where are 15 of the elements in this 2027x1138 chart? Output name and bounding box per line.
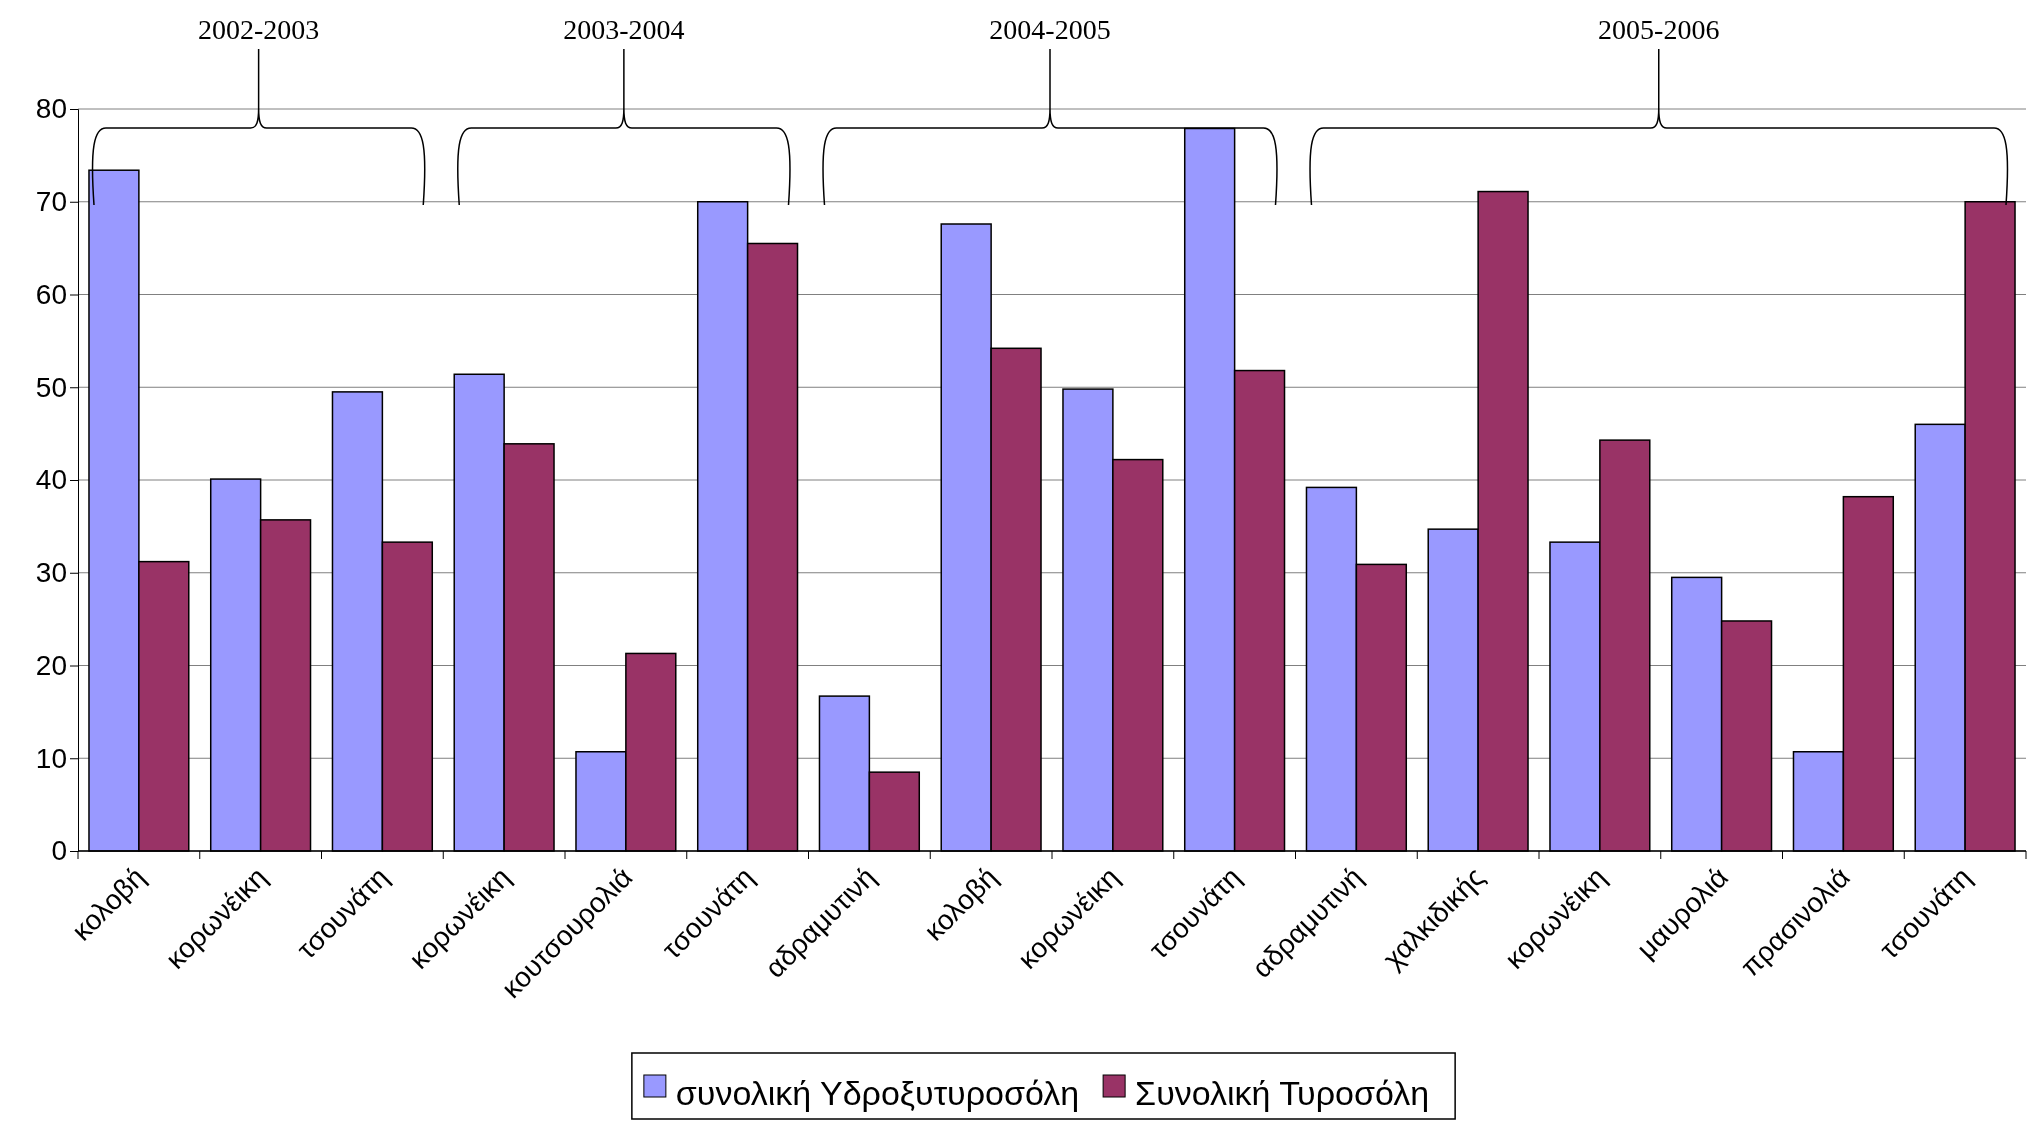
legend-label: Συνολική Τυροσόλη xyxy=(1135,1074,1430,1112)
y-tick-label: 60 xyxy=(35,278,67,310)
y-tick-label: 50 xyxy=(35,371,67,403)
y-tick-label: 70 xyxy=(35,186,67,218)
text: 2002-2003 xyxy=(197,14,320,45)
y-tick-label: 10 xyxy=(35,742,67,774)
y-tick-label: 30 xyxy=(35,557,67,589)
text: 2005-2006 xyxy=(1598,14,1720,45)
y-tick-label: 0 xyxy=(51,835,67,867)
text: 2004-2005 xyxy=(989,14,1111,45)
y-tick-label: 80 xyxy=(35,93,67,125)
y-tick-label: 40 xyxy=(35,464,67,496)
y-tick-label: 20 xyxy=(35,649,67,681)
legend-label: συνολική Υδροξυτυροσόλη xyxy=(675,1074,1080,1112)
text: 2003-2004 xyxy=(563,14,685,45)
